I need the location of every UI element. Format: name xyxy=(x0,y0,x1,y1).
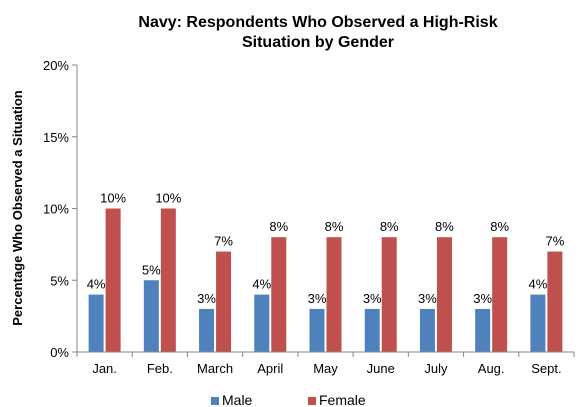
legend-swatch-female xyxy=(308,397,316,405)
bar-female xyxy=(436,237,452,352)
data-label-female: 7% xyxy=(545,234,564,249)
bar-female xyxy=(381,237,397,352)
y-tick-label: 15% xyxy=(43,130,69,145)
data-label-male: 3% xyxy=(418,291,437,306)
x-tick-label: Jan. xyxy=(92,361,117,376)
bar-male xyxy=(254,294,270,352)
bar-female xyxy=(326,237,342,352)
legend-swatch-male xyxy=(211,397,219,405)
y-tick-label: 0% xyxy=(50,345,69,360)
data-label-female: 10% xyxy=(155,191,181,206)
data-label-male: 3% xyxy=(308,291,327,306)
x-tick-label: April xyxy=(257,361,283,376)
bar-female xyxy=(160,208,176,352)
x-tick-label: Sept. xyxy=(531,361,561,376)
bar-male xyxy=(199,308,215,352)
data-label-female: 8% xyxy=(380,219,399,234)
x-tick-label: March xyxy=(197,361,233,376)
data-label-female: 8% xyxy=(269,219,288,234)
data-label-male: 5% xyxy=(142,262,161,277)
data-label-male: 4% xyxy=(252,277,271,292)
bar-male xyxy=(88,294,104,352)
data-label-male: 3% xyxy=(473,291,492,306)
data-label-male: 4% xyxy=(87,277,106,292)
bar-male xyxy=(530,294,546,352)
bar-female xyxy=(105,208,121,352)
data-label-female: 7% xyxy=(214,234,233,249)
data-label-male: 3% xyxy=(363,291,382,306)
y-tick-label: 20% xyxy=(43,58,69,73)
x-tick-label: Aug. xyxy=(478,361,505,376)
y-tick-label: 5% xyxy=(50,273,69,288)
x-tick-label: June xyxy=(367,361,395,376)
bar-male xyxy=(364,308,380,352)
bar-male xyxy=(143,280,159,352)
bar-female xyxy=(216,251,232,352)
data-label-female: 8% xyxy=(325,219,344,234)
bar-male xyxy=(309,308,325,352)
data-label-female: 8% xyxy=(435,219,454,234)
legend-label-female: Female xyxy=(319,392,366,407)
bar-male xyxy=(419,308,435,352)
bar-female xyxy=(271,237,287,352)
bar-female xyxy=(492,237,508,352)
y-tick-label: 10% xyxy=(43,202,69,217)
plot-area: 0% 5% 10% 15% 20% 4% 10% Jan. 5% 10% Feb. 3% 7% March… xyxy=(43,58,575,376)
chart-title-line-2: Situation by Gender xyxy=(242,34,394,51)
x-tick-label: July xyxy=(424,361,448,376)
legend: Male Female xyxy=(211,392,366,407)
x-tick-label: Feb. xyxy=(147,361,173,376)
y-axis-label: Percentage Who Observed a Situation xyxy=(10,90,25,326)
legend-label-male: Male xyxy=(222,392,253,407)
data-label-male: 3% xyxy=(197,291,216,306)
bar-male xyxy=(475,308,491,352)
data-label-female: 8% xyxy=(490,219,509,234)
data-label-female: 10% xyxy=(100,191,126,206)
chart-title-line-1: Navy: Respondents Who Observed a High-Ri… xyxy=(138,14,497,31)
x-tick-label: May xyxy=(313,361,338,376)
data-label-male: 4% xyxy=(528,277,547,292)
bar-female xyxy=(547,251,563,352)
